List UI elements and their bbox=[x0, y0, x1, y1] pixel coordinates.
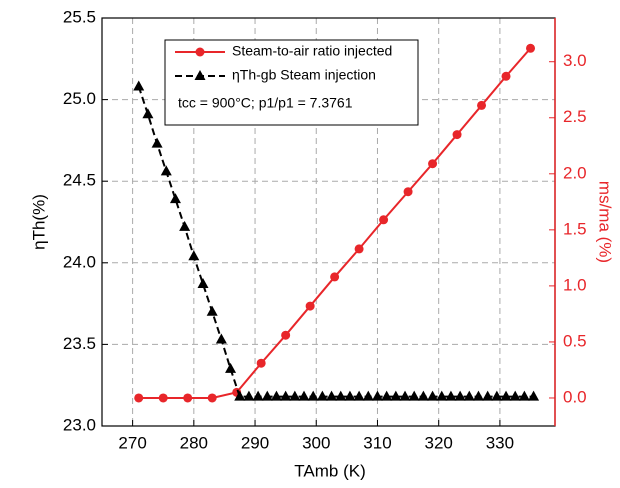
marker bbox=[427, 390, 439, 401]
series-line bbox=[137, 86, 534, 398]
marker bbox=[500, 390, 512, 401]
marker bbox=[142, 108, 154, 119]
marker bbox=[509, 390, 521, 401]
y-tick-label: 25.5 bbox=[63, 7, 96, 26]
x-tick-label: 330 bbox=[486, 433, 514, 452]
marker bbox=[281, 330, 291, 340]
y2-tick-label: 1.0 bbox=[563, 275, 587, 294]
x-tick-label: 300 bbox=[302, 433, 330, 452]
marker bbox=[526, 43, 536, 53]
marker bbox=[225, 362, 237, 373]
y2-tick-label: 2.0 bbox=[563, 163, 587, 182]
marker bbox=[354, 244, 364, 254]
marker bbox=[491, 390, 503, 401]
annotation: tcc = 900°C; p1/p1 = 7.3761 bbox=[178, 95, 353, 111]
marker bbox=[463, 390, 475, 401]
marker bbox=[408, 390, 420, 401]
y2-tick-label: 3.0 bbox=[563, 51, 587, 70]
marker bbox=[445, 390, 457, 401]
marker bbox=[194, 70, 206, 80]
marker bbox=[307, 390, 319, 401]
y2-tick-label: 0.5 bbox=[563, 331, 587, 350]
x-tick-label: 270 bbox=[118, 433, 146, 452]
x-tick-label: 280 bbox=[180, 433, 208, 452]
y-tick-label: 24.0 bbox=[63, 252, 96, 271]
marker bbox=[298, 390, 310, 401]
x-tick-label: 290 bbox=[241, 433, 269, 452]
marker bbox=[134, 393, 144, 403]
marker bbox=[207, 393, 217, 403]
marker bbox=[399, 390, 411, 401]
marker bbox=[353, 390, 365, 401]
marker bbox=[234, 390, 246, 401]
y-axis-label: ηTh(%) bbox=[29, 194, 48, 250]
marker bbox=[379, 215, 389, 225]
x-tick-label: 310 bbox=[363, 433, 391, 452]
marker bbox=[151, 137, 163, 148]
marker bbox=[344, 390, 356, 401]
y-tick-label: 23.0 bbox=[63, 415, 96, 434]
marker bbox=[428, 159, 438, 169]
marker bbox=[160, 165, 172, 176]
marker bbox=[501, 71, 511, 81]
marker bbox=[243, 390, 255, 401]
marker bbox=[330, 272, 340, 282]
marker bbox=[390, 390, 402, 401]
marker bbox=[472, 390, 484, 401]
marker bbox=[261, 390, 273, 401]
marker bbox=[482, 390, 494, 401]
marker bbox=[280, 390, 292, 401]
marker bbox=[454, 390, 466, 401]
legend-label: ηTh-gb Steam injection bbox=[232, 67, 376, 83]
marker bbox=[133, 80, 145, 91]
marker bbox=[335, 390, 347, 401]
marker bbox=[183, 393, 193, 403]
y-tick-label: 23.5 bbox=[63, 334, 96, 353]
marker bbox=[179, 220, 191, 231]
marker bbox=[403, 187, 413, 197]
legend-box bbox=[164, 39, 419, 126]
marker bbox=[477, 100, 487, 110]
legend-label: Steam-to-air ratio injected bbox=[232, 43, 392, 59]
marker bbox=[371, 390, 383, 401]
y-tick-label: 24.5 bbox=[63, 171, 96, 190]
marker bbox=[316, 390, 328, 401]
marker bbox=[206, 305, 218, 316]
marker bbox=[381, 390, 393, 401]
marker bbox=[215, 333, 227, 344]
y2-tick-label: 2.5 bbox=[563, 107, 587, 126]
marker bbox=[256, 358, 266, 368]
marker bbox=[252, 390, 264, 401]
y2-tick-label: 0.0 bbox=[563, 387, 587, 406]
marker bbox=[188, 250, 200, 261]
marker bbox=[326, 390, 338, 401]
marker bbox=[289, 390, 301, 401]
y2-axis-label: ms/ma (%) bbox=[596, 181, 615, 263]
marker bbox=[305, 301, 315, 311]
x-tick-label: 320 bbox=[425, 433, 453, 452]
marker bbox=[362, 390, 374, 401]
marker bbox=[270, 390, 282, 401]
marker bbox=[436, 390, 448, 401]
marker bbox=[195, 47, 205, 57]
marker bbox=[452, 130, 462, 140]
marker bbox=[528, 390, 540, 401]
marker bbox=[169, 193, 181, 204]
y2-tick-label: 1.5 bbox=[563, 219, 587, 238]
marker bbox=[158, 393, 168, 403]
marker bbox=[518, 390, 530, 401]
y-tick-label: 25.0 bbox=[63, 89, 96, 108]
marker bbox=[417, 390, 429, 401]
marker bbox=[197, 278, 209, 289]
x-axis-label: TAmb (K) bbox=[294, 461, 365, 480]
